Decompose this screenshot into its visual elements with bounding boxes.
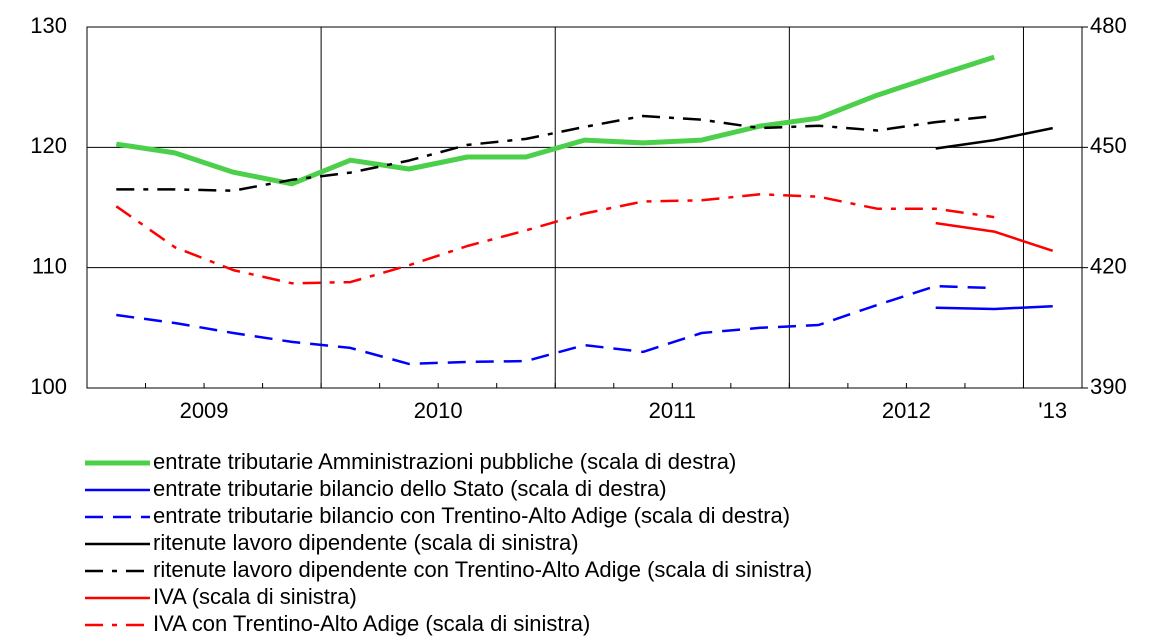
y-tick-label: 120 [30, 133, 67, 158]
series-line [115, 193, 995, 285]
x-group-label: 2009 [180, 398, 229, 423]
plot-frame [86, 26, 1083, 389]
y-tick-label: 130 [30, 13, 67, 38]
legend-label: ritenute lavoro dipendente (scala di sin… [153, 530, 579, 555]
x-group-label: 2011 [649, 398, 696, 423]
x-group-label: 2012 [882, 398, 931, 423]
legend-label: entrate tributarie Amministrazioni pubbl… [153, 449, 736, 474]
series-line [115, 54, 995, 187]
y2-tick-label: 390 [1090, 374, 1127, 399]
legend-label: entrate tributarie bilancio con Trentino… [153, 503, 790, 528]
legend-label: ritenute lavoro dipendente con Trentino-… [153, 557, 812, 582]
legend-label: entrate tributarie bilancio dello Stato … [153, 476, 667, 501]
y2-tick-label: 480 [1090, 13, 1127, 38]
legend-label: IVA con Trentino-Alto Adige (scala di si… [153, 611, 590, 636]
y2-tick-label: 450 [1090, 133, 1127, 158]
y2-tick-label: 420 [1090, 253, 1127, 278]
series-line [116, 114, 995, 192]
y-tick-label: 110 [32, 253, 67, 278]
legend-label: IVA (scala di sinistra) [153, 584, 357, 609]
series-line [935, 304, 1053, 311]
x-group-label: 2010 [414, 398, 463, 423]
series-line [935, 126, 1053, 150]
series-line [935, 221, 1054, 252]
x-group-label: '13 [1038, 398, 1067, 423]
series-line [116, 284, 995, 366]
y-tick-label: 100 [30, 374, 67, 399]
